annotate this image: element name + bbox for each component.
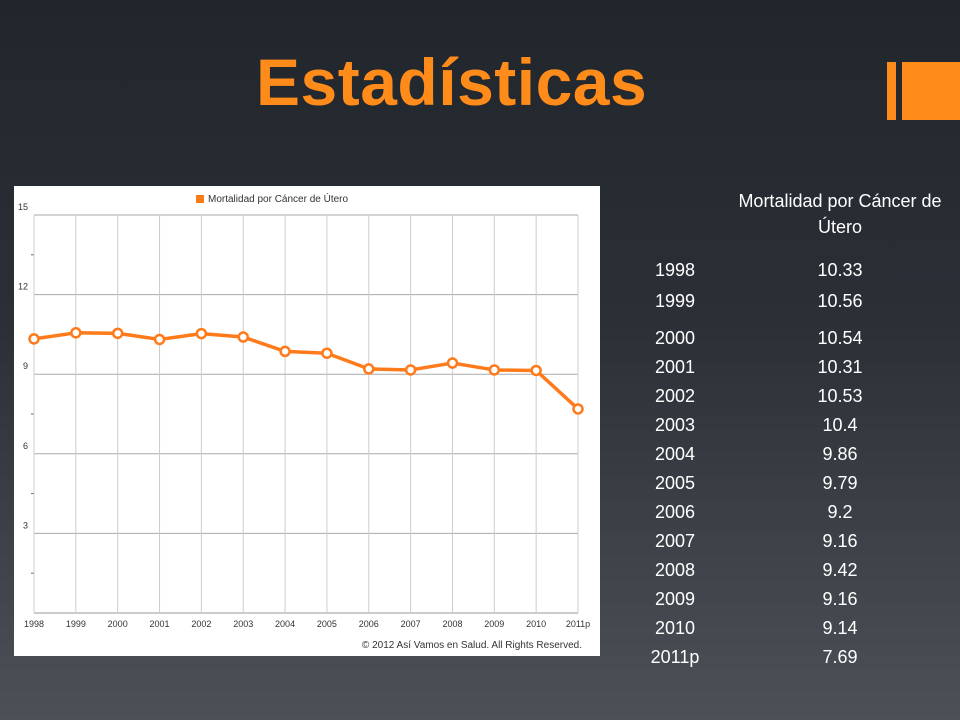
value-cell: 9.2 [827,502,853,522]
year-cell: 2000 [654,328,696,348]
year-cell: 1999 [654,291,696,311]
value-cell: 9.14 [822,618,858,638]
table-row: 2007 9.16 [600,531,960,555]
value-cell: 10.56 [817,291,863,311]
data-point [572,403,584,415]
value-cell: 10.53 [817,386,863,406]
table-header: Mortalidad por Cáncer de Útero [738,191,942,237]
data-point [70,327,82,339]
data-point [153,333,166,346]
chart-footer: © 2012 Así Vamos en Salud. All Rights Re… [362,640,582,651]
x-tick-label: 2004 [275,619,295,629]
table-row: 2009 9.16 [600,589,960,613]
x-tick-label: 2002 [191,619,211,629]
data-point [195,327,208,340]
year-cell: 2005 [654,473,696,493]
x-tick-label: 2007 [401,619,421,629]
year-cell: 2003 [654,415,696,435]
data-point [321,347,333,359]
table-row: 1999 10.56 [600,291,960,315]
y-tick-label: 15 [18,202,28,212]
table-row: 2010 9.14 [600,618,960,642]
legend-swatch [196,195,204,203]
y-tick-label: 6 [23,441,28,451]
x-tick-label: 2009 [484,619,504,629]
year-cell: 2002 [654,386,696,406]
x-tick-label: 2011p [566,619,590,629]
chart-background [14,186,600,656]
y-tick-label: 3 [23,520,28,530]
y-tick-label: 9 [23,361,28,371]
year-cell: 2011p [650,647,700,667]
table-row: 2003 10.4 [600,415,960,439]
year-cell: 2004 [654,444,696,464]
value-cell: 7.69 [822,647,858,667]
line-chart: Mortalidad por Cáncer de Útero 3 6 9 12 15 1… [14,186,600,656]
table-row: 2000 10.54 [600,328,960,352]
x-tick-label: 2003 [233,619,253,629]
data-point [111,327,124,340]
data-point [404,364,417,376]
year-cell: 2008 [654,560,696,580]
y-tick-label: 12 [18,282,28,292]
table-row: 2004 9.86 [600,444,960,468]
value-cell: 10.4 [822,415,858,435]
table-row: 2008 9.42 [600,560,960,584]
year-cell: 2010 [654,618,696,638]
value-cell: 9.86 [822,444,858,464]
value-cell: 9.42 [822,560,858,580]
year-cell: 2007 [654,531,696,551]
value-cell: 10.33 [817,260,863,280]
data-point [28,333,40,345]
legend-label: Mortalidad por Cáncer de Útero [208,192,349,205]
decorative-square [902,62,960,120]
table-row: 2002 10.53 [600,386,960,410]
x-tick-label: 2001 [150,619,170,629]
x-tick-label: 1999 [66,619,86,629]
year-cell: 1998 [654,260,696,280]
year-cell: 2001 [654,357,696,377]
value-cell: 9.16 [822,589,858,609]
value-cell: 9.16 [822,531,858,551]
value-cell: 10.31 [817,357,863,377]
data-point [237,331,249,343]
data-point [279,345,291,358]
data-point [530,364,542,377]
x-tick-label: 2010 [526,619,546,629]
x-tick-label: 2006 [359,619,379,629]
data-point [446,357,459,369]
decorative-bar [887,62,896,120]
table-row: 2006 9.2 [600,502,960,526]
table-row: 1998 10.33 [600,260,960,284]
chart-legend: Mortalidad por Cáncer de Útero [196,192,349,205]
table-row: 2005 9.79 [600,473,960,497]
value-cell: 9.79 [822,473,858,493]
value-cell: 10.54 [817,328,863,348]
table-row: 2011p 7.69 [600,647,960,671]
series-line [33,331,580,411]
x-tick-label: 1998 [24,619,44,629]
year-cell: 2006 [654,502,696,522]
x-tick-label: 2000 [108,619,128,629]
slide-title: Estadísticas [256,45,648,119]
year-cell: 2009 [654,589,696,609]
table-row: 2001 10.31 [600,357,960,381]
data-point [488,364,501,376]
data-point [363,363,375,375]
x-tick-label: 2005 [317,619,337,629]
x-tick-label: 2008 [442,619,462,629]
